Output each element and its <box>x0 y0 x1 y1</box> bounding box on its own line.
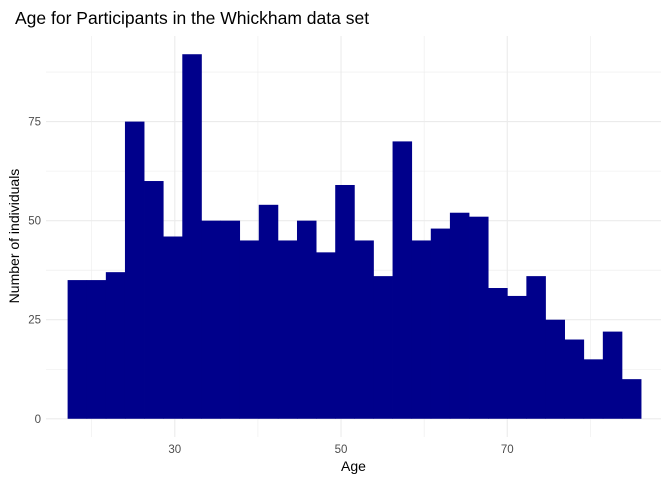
histogram-bar <box>258 204 279 419</box>
x-tick-label: 70 <box>501 444 514 456</box>
histogram-bar <box>316 252 336 419</box>
histogram-bar <box>354 240 374 419</box>
histogram-bar <box>220 220 241 419</box>
histogram-bar <box>488 288 508 419</box>
histogram-bar <box>105 272 126 419</box>
histogram-bar <box>602 331 623 419</box>
y-tick-label: 50 <box>28 216 41 228</box>
histogram-bar <box>124 121 145 419</box>
histogram-bars <box>67 54 642 419</box>
histogram-bar <box>373 276 393 419</box>
y-tick-label: 0 <box>35 414 41 426</box>
y-tick-label: 75 <box>28 117 41 129</box>
x-axis-ticks: 30 50 70 <box>168 444 513 456</box>
histogram-bar <box>545 319 565 419</box>
x-tick-label: 30 <box>168 444 181 456</box>
histogram-bar <box>449 212 470 419</box>
histogram-bar <box>144 181 164 419</box>
histogram-bar <box>182 54 202 419</box>
histogram-bar <box>277 240 298 419</box>
histogram-bar <box>507 295 527 419</box>
histogram-bar <box>163 236 183 419</box>
x-tick-label: 50 <box>335 444 348 456</box>
histogram-bar <box>335 184 355 419</box>
y-axis-ticks: 0 25 50 75 <box>28 117 41 426</box>
histogram-bar <box>564 339 585 419</box>
histogram-bar <box>526 276 546 419</box>
histogram-bar <box>296 220 317 419</box>
x-axis-title: Age <box>341 458 366 474</box>
histogram-bar <box>67 280 88 419</box>
y-tick-label: 25 <box>28 315 41 327</box>
histogram-bar <box>469 216 489 419</box>
y-axis-title: Number of individuals <box>6 169 22 304</box>
histogram-bar <box>621 379 642 419</box>
chart-title: Age for Participants in the Whickham dat… <box>15 8 369 28</box>
histogram-bar <box>411 240 432 419</box>
histogram-bar <box>583 359 604 419</box>
histogram-bar <box>239 240 260 419</box>
histogram-bar <box>392 141 413 419</box>
histogram-bar <box>86 280 107 419</box>
histogram-bar <box>201 220 221 419</box>
histogram-bar <box>430 228 451 419</box>
